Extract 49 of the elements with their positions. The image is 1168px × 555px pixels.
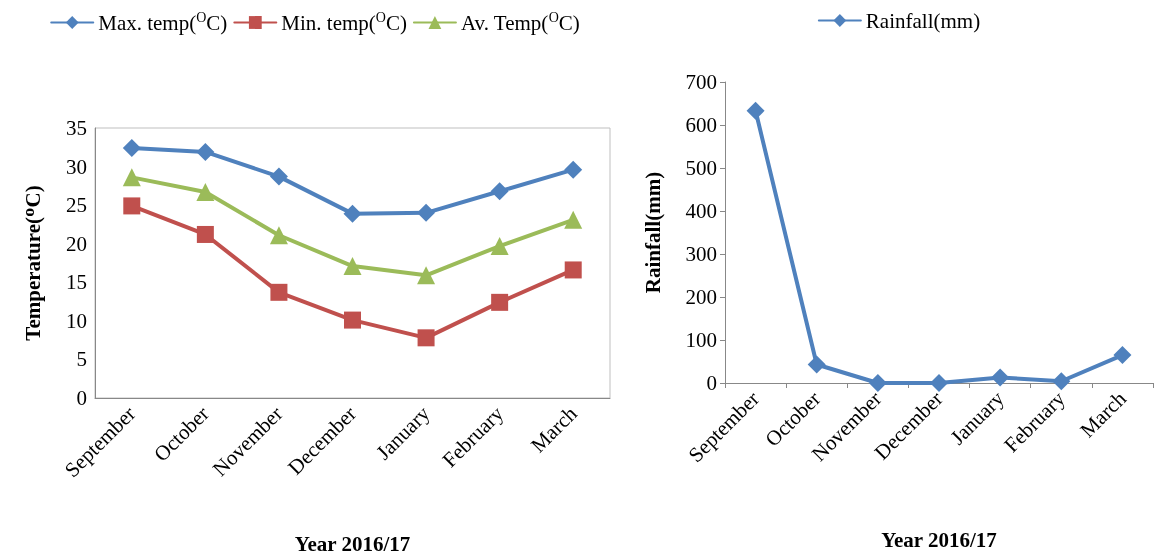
point (746, 101, 765, 120)
point (343, 257, 362, 276)
y-tick-label: 10 (66, 308, 87, 333)
point (1113, 346, 1132, 365)
point (196, 183, 215, 202)
point (417, 203, 436, 222)
point (269, 226, 288, 245)
y-tick-label: 20 (66, 231, 87, 256)
point (490, 237, 509, 256)
point (196, 225, 214, 243)
y-tick-label: 0 (706, 371, 717, 395)
point (123, 197, 141, 215)
y-tick-label: 35 (66, 116, 87, 140)
point (564, 210, 583, 229)
point (490, 182, 509, 201)
point (564, 261, 582, 279)
x-axis-title: Year 2016/17 (294, 531, 411, 555)
point (930, 374, 948, 392)
point (269, 167, 288, 186)
y-axis-title: Rainfall(mm) (640, 171, 665, 294)
y-tick-label: 15 (66, 270, 87, 295)
point (1052, 372, 1071, 391)
point (417, 266, 436, 285)
legend-label: Rainfall(mm) (865, 8, 981, 33)
y-tick-label: 700 (685, 70, 717, 94)
point (991, 368, 1010, 387)
y-tick-label: 30 (66, 154, 87, 179)
point (122, 139, 141, 158)
point (491, 293, 509, 311)
y-tick-label: 600 (685, 113, 717, 137)
point (343, 204, 362, 223)
point (807, 355, 826, 374)
point (417, 329, 435, 347)
y-tick-label: 5 (76, 347, 87, 372)
y-tick-label: 300 (685, 242, 717, 266)
y-tick-label: 100 (685, 328, 717, 352)
point (196, 142, 215, 161)
point (344, 311, 361, 329)
y-tick-label: 0 (76, 386, 87, 410)
y-tick-label: 400 (685, 199, 717, 223)
y-tick-label: 200 (685, 285, 717, 309)
y-tick-label: 500 (685, 156, 717, 180)
x-axis-title: Year 2016/17 (881, 527, 997, 552)
y-axis-title: Temperature(ᴼC) (20, 185, 45, 341)
point (122, 168, 141, 187)
point (270, 283, 288, 301)
point (564, 160, 583, 179)
y-tick-label: 25 (66, 193, 87, 218)
point (868, 374, 887, 392)
